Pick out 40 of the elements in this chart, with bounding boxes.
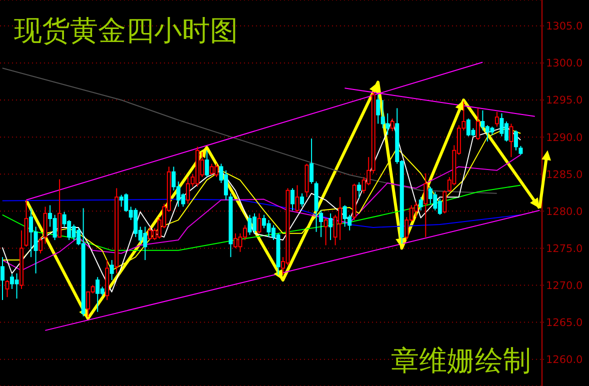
candlestick (257, 212, 262, 234)
candlestick (319, 210, 324, 238)
candlestick (310, 138, 314, 184)
candlestick (328, 212, 333, 241)
line-series (2, 120, 522, 292)
candlestick (424, 172, 428, 238)
y-tick-label: 1270.0 (546, 280, 583, 292)
y-tick-label: 1260.0 (546, 354, 583, 366)
candlestick (5, 280, 10, 298)
line-series (2, 68, 498, 194)
candlestick (290, 188, 295, 211)
candlestick (514, 130, 518, 151)
candlestick (58, 178, 62, 238)
candlestick (376, 94, 380, 124)
candlestick (509, 123, 514, 158)
y-tick-label: 1295.0 (546, 94, 583, 107)
y-tick-label: 1265.0 (546, 317, 583, 330)
candlestick (494, 111, 499, 128)
candlestick (204, 150, 209, 178)
candlestick (324, 218, 328, 246)
candlestick (442, 190, 447, 214)
candlestick (476, 108, 480, 141)
candlestick (43, 206, 48, 244)
text: 现货黄金四小时图 (14, 13, 238, 49)
y-tick-label: 1285.0 (546, 168, 583, 181)
y-tick-label: 1305.0 (546, 20, 583, 33)
candlestick (357, 182, 362, 200)
candlestick (390, 118, 394, 132)
candlestick (0, 256, 4, 301)
line-series (2, 184, 522, 251)
y-tick-label: 1290.0 (546, 132, 583, 144)
candlestick (418, 196, 423, 211)
candlestick (110, 260, 114, 281)
candlestick (300, 192, 304, 208)
candlestick (295, 184, 300, 212)
candlestick (38, 236, 43, 254)
y-tick-label: 1300.0 (546, 58, 583, 70)
y-tick-label: 1280.0 (546, 206, 583, 218)
annotation: 章维姗绘制 (391, 343, 531, 379)
y-tick-label: 1275.0 (546, 242, 583, 255)
